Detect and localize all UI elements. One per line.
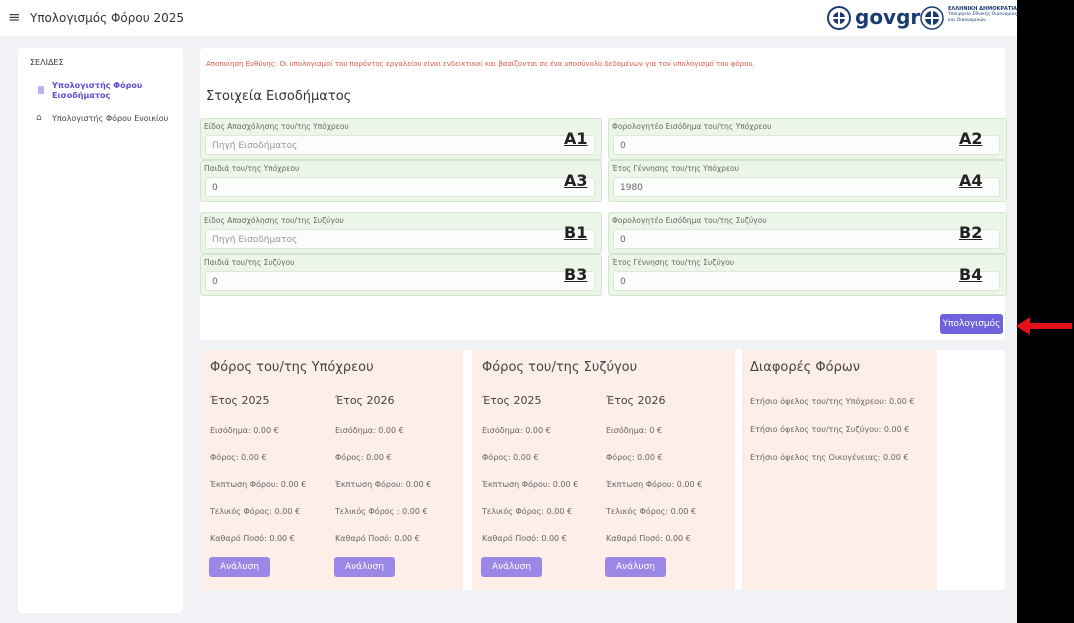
annotation: B4 — [959, 265, 983, 284]
result-line: Τελικός Φόρος: 0.00 € — [210, 507, 301, 516]
analysis-button[interactable]: Ανάλυση — [334, 557, 395, 577]
form-field: Φορολογητέο Εισόδημα του/της Συζύγου 0 B2 — [608, 212, 1007, 254]
nav-item-active[interactable]: Υπολογιστής Φόρου Εισοδήματος — [52, 81, 143, 100]
annotation: A4 — [959, 171, 983, 190]
result-panel — [472, 350, 735, 590]
menu-icon[interactable]: ≡ — [8, 8, 21, 26]
difference-line: Ετήσιο όφελος του/της Συζύγου: 0.00 € — [750, 425, 910, 434]
field-input[interactable]: 0 — [205, 271, 595, 291]
form-field: Είδος Απασχόλησης του/της Υπόχρεου Πηγή Ε… — [200, 118, 602, 160]
annotation: A1 — [564, 129, 588, 148]
republic-line: και Οικονομικών — [948, 18, 986, 23]
field-label: Είδος Απασχόλησης του/της Συζύγου — [204, 216, 344, 225]
result-line: Τελικός Φόρος: 0.00 € — [606, 507, 697, 516]
annotation: B2 — [959, 223, 983, 242]
field-input[interactable]: Πηγή Εισοδήματος — [205, 229, 595, 249]
form-field: Έτος Γέννησης του/της Υπόχρεου 1980 A4 — [608, 160, 1007, 202]
annotation: A3 — [564, 171, 588, 190]
result-line: Έκπτωση Φόρου: 0.00 € — [335, 480, 432, 489]
result-line: Τελικός Φόρος: 0.00 € — [482, 507, 573, 516]
result-title: Φόρος του/της Υπόχρεου — [210, 360, 374, 375]
republic-emblem — [920, 6, 944, 30]
result-line: Έκπτωση Φόρου: 0.00 € — [606, 480, 703, 489]
field-label: Έτος Γέννησης του/της Υπόχρεου — [612, 164, 739, 173]
difference-line: Ετήσιο όφελος της Οικογένειας: 0.00 € — [750, 453, 909, 462]
analysis-button[interactable]: Ανάλυση — [209, 557, 270, 577]
republic-line: Υπουργείο Εθνικής Οικονομίας — [948, 12, 1018, 17]
gov-emblem — [827, 6, 851, 30]
nav-item[interactable]: Υπολογιστής Φόρου Ενοικίου — [52, 114, 169, 123]
nav-icon — [38, 86, 44, 94]
year-heading: Έτος 2026 — [606, 394, 666, 407]
form-title: Στοιχεία Εισοδήματος — [206, 89, 352, 104]
form-field: Φορολογητέο Εισόδημα του/της Υπόχρεου 0 A2 — [608, 118, 1007, 160]
result-line: Καθαρό Ποσό: 0.00 € — [335, 534, 420, 543]
annotation: B1 — [564, 223, 588, 242]
field-input[interactable]: 0 — [205, 177, 595, 197]
field-label: Παιδιά του/της Συζύγου — [204, 258, 295, 267]
result-line: Έκπτωση Φόρου: 0.00 € — [482, 480, 579, 489]
republic-line: ΕΛΛΗΝΙΚΗ ΔΗΜΟΚΡΑΤΙΑ — [948, 6, 1018, 12]
result-line: Εισόδημα: 0.00 € — [210, 426, 279, 435]
form-field: Έτος Γέννησης του/της Συζύγου 0 B4 — [608, 254, 1007, 296]
differences-title: Διαφορές Φόρων — [750, 360, 861, 375]
year-heading: Έτος 2025 — [482, 394, 542, 407]
calculate-button[interactable]: Υπολογισμός — [940, 314, 1003, 334]
result-line: Εισόδημα: 0.00 € — [482, 426, 551, 435]
field-label: Είδος Απασχόλησης του/της Υπόχρεου — [204, 122, 349, 131]
result-line: Φόρος: 0.00 € — [335, 453, 392, 462]
result-line: Καθαρό Ποσό: 0.00 € — [210, 534, 295, 543]
analysis-button[interactable]: Ανάλυση — [605, 557, 666, 577]
result-panel — [200, 350, 463, 590]
field-input[interactable]: Πηγή Εισοδήματος — [205, 135, 595, 155]
nav-icon: ⌂ — [36, 113, 42, 123]
app-title: Υπολογισμός Φόρου 2025 — [30, 11, 184, 25]
year-heading: Έτος 2026 — [335, 394, 395, 407]
sidebar — [18, 48, 183, 613]
gov-logo: govgr — [855, 5, 921, 29]
result-line: Καθαρό Ποσό: 0.00 € — [606, 534, 691, 543]
result-line: Φόρος: 0.00 € — [482, 453, 539, 462]
field-label: Παιδιά του/της Υπόχρεου — [204, 164, 300, 173]
disclaimer: Αποποίηση Ευθύνης: Οι υπολογισμοί του πα… — [206, 60, 755, 68]
form-field: Είδος Απασχόλησης του/της Συζύγου Πηγή Ει… — [200, 212, 602, 254]
red-arrow — [1016, 317, 1072, 335]
form-field: Παιδιά του/της Συζύγου 0 B3 — [200, 254, 602, 296]
field-input[interactable]: 0 — [613, 271, 1000, 291]
sidebar-heading: ΣΕΛΙΔΕΣ — [30, 58, 64, 67]
field-input[interactable]: 1980 — [613, 177, 1000, 197]
form-field: Παιδιά του/της Υπόχρεου 0 A3 — [200, 160, 602, 202]
result-line: Τελικός Φόρος : 0.00 € — [335, 507, 428, 516]
field-input[interactable]: 0 — [613, 135, 1000, 155]
annotation: B3 — [564, 265, 588, 284]
result-line: Φόρος: 0.00 € — [606, 453, 663, 462]
annotation: A2 — [959, 129, 983, 148]
field-label: Φορολογητέο Εισόδημα του/της Υπόχρεου — [612, 122, 772, 131]
result-line: Έκπτωση Φόρου: 0.00 € — [210, 480, 307, 489]
result-line: Καθαρό Ποσό: 0.00 € — [482, 534, 567, 543]
field-label: Έτος Γέννησης του/της Συζύγου — [612, 258, 735, 267]
result-line: Φόρος: 0.00 € — [210, 453, 267, 462]
field-input[interactable]: 0 — [613, 229, 1000, 249]
result-panel — [742, 350, 937, 590]
year-heading: Έτος 2025 — [210, 394, 270, 407]
republic-text: ΕΛΛΗΝΙΚΗ ΔΗΜΟΚΡΑΤΙΑ Υπουργείο Εθνικής Οικ… — [948, 6, 1017, 24]
result-line: Εισόδημα: 0.00 € — [335, 426, 404, 435]
field-label: Φορολογητέο Εισόδημα του/της Συζύγου — [612, 216, 767, 225]
difference-line: Ετήσιο όφελος του/της Υπόχρεου: 0.00 € — [750, 397, 915, 406]
black-bar — [1017, 0, 1074, 623]
analysis-button[interactable]: Ανάλυση — [481, 557, 542, 577]
result-title: Φόρος του/της Συζύγου — [482, 360, 638, 375]
result-line: Εισόδημα: 0 € — [606, 426, 663, 435]
